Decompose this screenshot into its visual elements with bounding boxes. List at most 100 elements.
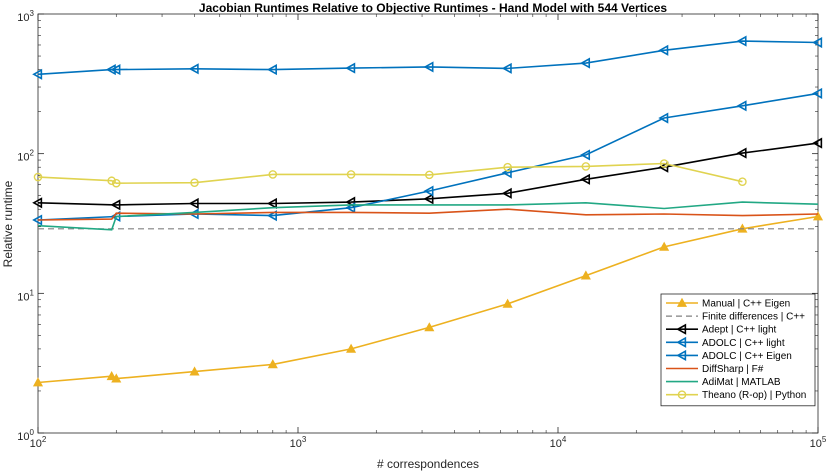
data-point-adept-c-light	[736, 147, 747, 159]
data-point-adept-c-light	[110, 199, 121, 211]
series-adept-c-light	[32, 137, 823, 211]
data-point-theano-r-op-python	[738, 177, 747, 186]
legend-marker-theano-r-op-python	[677, 390, 687, 400]
data-point-adolc-c-light	[32, 68, 43, 80]
legend-item-manual-c-eigen: Manual | C++ Eigen	[666, 297, 790, 310]
data-point-adolc-c-light	[423, 61, 434, 73]
data-point-theano-r-op-python	[190, 178, 199, 187]
legend-label-manual-c-eigen: Manual | C++ Eigen	[702, 299, 790, 310]
x-axis-label: # correspondences	[377, 457, 479, 471]
data-point-theano-r-op-python	[268, 170, 278, 179]
series-theano-r-op-python	[33, 159, 747, 188]
data-point-manual-c-eigen	[424, 322, 435, 332]
y-tick-exponent: 2	[30, 149, 35, 158]
data-point-theano-r-op-python	[503, 162, 512, 172]
x-tick-label: 105	[810, 435, 827, 450]
x-tick-label: 103	[290, 435, 307, 450]
data-point-theano-r-op-python	[107, 176, 116, 186]
data-point-manual-c-eigen	[111, 373, 122, 383]
legend-item-adept-c-light: Adept | C++ light	[666, 323, 777, 336]
x-tick-exponent: 2	[42, 435, 47, 444]
series-diffsharp-f	[37, 208, 819, 221]
data-point-adept-c-light	[580, 173, 591, 185]
data-point-adolc-c-eigen	[580, 149, 591, 161]
x-tick-exponent: 4	[562, 435, 567, 444]
legend-label-adolc-c-eigen: ADOLC | C++ Eigen	[702, 351, 792, 362]
series-line-adolc-c-eigen	[37, 92, 819, 221]
y-tick-exponent: 3	[30, 9, 35, 18]
data-point-adolc-c-light	[345, 62, 356, 74]
legend-marker-adept-c-light	[676, 323, 687, 335]
legend-label-finite-differences-c: Finite differences | C++	[702, 312, 805, 323]
data-point-adolc-c-light	[105, 64, 116, 76]
legend-marker-adolc-c-eigen	[676, 349, 687, 361]
y-tick-exponent: 0	[30, 428, 35, 437]
legend-item-adimat-matlab: AdiMat | MATLAB	[666, 377, 781, 388]
data-point-theano-r-op-python	[346, 170, 356, 179]
data-point-adolc-c-eigen	[736, 100, 747, 112]
x-tick-label: 104	[550, 435, 567, 450]
data-point-manual-c-eigen	[32, 377, 44, 387]
data-point-adept-c-light	[501, 187, 512, 199]
legend-item-adolc-c-eigen: ADOLC | C++ Eigen	[666, 349, 792, 362]
series-manual-c-eigen	[32, 211, 824, 387]
data-point-theano-r-op-python	[659, 159, 669, 168]
data-point-theano-r-op-python	[581, 162, 591, 171]
legend-box	[660, 293, 816, 407]
data-point-adolc-c-eigen	[423, 185, 434, 197]
series-adimat-matlab	[37, 201, 819, 231]
data-point-adolc-c-eigen	[812, 87, 823, 99]
y-tick-label: 102	[17, 149, 34, 164]
minor-ticks	[38, 14, 818, 433]
legend-label-theano-r-op-python: Theano (R-op) | Python	[702, 390, 806, 401]
y-tick-label: 101	[17, 288, 34, 303]
data-point-manual-c-eigen	[659, 241, 670, 251]
legend-item-adolc-c-light: ADOLC | C++ light	[666, 336, 785, 349]
y-tick-exponent: 1	[30, 288, 35, 297]
legend-marker-manual-c-eigen	[676, 297, 688, 307]
series-line-adept-c-light	[37, 142, 819, 206]
data-point-adolc-c-light	[736, 35, 747, 47]
legend-item-finite-differences-c: Finite differences | C++	[666, 312, 805, 323]
data-point-manual-c-eigen	[812, 211, 824, 221]
x-tick-label: 102	[30, 435, 47, 450]
legend-item-diffsharp-f: DiffSharp | F#	[666, 364, 764, 375]
data-point-manual-c-eigen	[106, 370, 117, 381]
data-point-theano-r-op-python	[33, 172, 43, 182]
data-point-adept-c-light	[188, 197, 199, 210]
data-point-theano-r-op-python	[111, 178, 121, 188]
legend-marker-adolc-c-light	[676, 336, 687, 348]
legend-label-diffsharp-f: DiffSharp | F#	[702, 364, 764, 375]
data-point-adept-c-light	[658, 161, 669, 173]
chart-title: Jacobian Runtimes Relative to Objective …	[199, 1, 667, 15]
data-point-adolc-c-light	[110, 64, 121, 76]
series-adolc-c-light	[32, 35, 823, 80]
data-point-adolc-c-light	[188, 63, 199, 75]
data-point-adolc-c-light	[501, 62, 512, 74]
data-point-adept-c-light	[423, 193, 434, 205]
x-tick-exponent: 3	[302, 435, 307, 444]
data-point-manual-c-eigen	[346, 343, 357, 353]
legend: Manual | C++ Eigen Finite differences | C…	[660, 293, 816, 407]
data-point-adolc-c-light	[812, 36, 823, 49]
data-point-adolc-c-eigen	[658, 112, 669, 124]
series-line-diffsharp-f	[37, 208, 819, 221]
legend-label-adolc-c-light: ADOLC | C++ light	[702, 338, 785, 349]
data-point-manual-c-eigen	[580, 270, 591, 280]
data-point-adept-c-light	[32, 197, 43, 209]
data-point-manual-c-eigen	[267, 359, 278, 369]
series-line-adimat-matlab	[37, 201, 819, 231]
data-point-adept-c-light	[266, 197, 277, 210]
data-point-adolc-c-light	[580, 57, 591, 69]
legend-label-adept-c-light: Adept | C++ light	[702, 325, 777, 336]
x-tick-exponent: 5	[822, 435, 827, 444]
data-point-adolc-c-eigen	[266, 210, 277, 222]
data-point-manual-c-eigen	[189, 366, 200, 376]
data-point-adolc-c-light	[658, 44, 669, 56]
legend-item-theano-r-op-python: Theano (R-op) | Python	[666, 390, 806, 401]
data-point-theano-r-op-python	[425, 170, 434, 180]
legend-label-adimat-matlab: AdiMat | MATLAB	[702, 377, 781, 388]
y-tick-label: 103	[17, 9, 34, 24]
